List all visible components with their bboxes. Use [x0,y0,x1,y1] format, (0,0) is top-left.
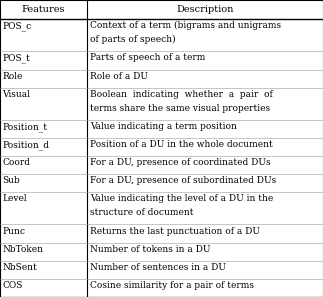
Text: Role: Role [3,72,23,80]
Text: POS_t: POS_t [3,53,30,63]
Text: For a DU, presence of coordinated DUs: For a DU, presence of coordinated DUs [90,158,270,167]
Text: structure of document: structure of document [90,208,193,217]
Text: Context of a term (bigrams and unigrams: Context of a term (bigrams and unigrams [90,21,281,30]
Text: COS: COS [3,281,23,290]
Text: Parts of speech of a term: Parts of speech of a term [90,53,205,62]
Text: Visual: Visual [3,90,30,99]
Text: Cosine similarity for a pair of terms: Cosine similarity for a pair of terms [90,281,254,290]
Text: Position_t: Position_t [3,122,47,132]
Text: Features: Features [22,5,65,14]
Text: Description: Description [176,5,234,14]
Text: Returns the last punctuation of a DU: Returns the last punctuation of a DU [90,227,260,236]
Text: Value indicating a term position: Value indicating a term position [90,122,237,131]
Text: Boolean  indicating  whether  a  pair  of: Boolean indicating whether a pair of [90,90,273,99]
Text: NbToken: NbToken [3,245,44,254]
Text: NbSent: NbSent [3,263,37,272]
Text: Sub: Sub [3,176,20,185]
Text: Role of a DU: Role of a DU [90,72,148,80]
Text: Level: Level [3,194,27,203]
Text: Punc: Punc [3,227,26,236]
Text: Value indicating the level of a DU in the: Value indicating the level of a DU in th… [90,194,273,203]
Text: Coord: Coord [3,158,31,167]
Text: Position of a DU in the whole document: Position of a DU in the whole document [90,140,273,149]
Text: For a DU, presence of subordinated DUs: For a DU, presence of subordinated DUs [90,176,276,185]
Text: POS_c: POS_c [3,21,32,31]
Text: terms share the same visual properties: terms share the same visual properties [90,104,270,113]
Text: Position_d: Position_d [3,140,50,150]
Text: Number of sentences in a DU: Number of sentences in a DU [90,263,226,272]
Text: Number of tokens in a DU: Number of tokens in a DU [90,245,210,254]
Text: of parts of speech): of parts of speech) [90,35,175,45]
